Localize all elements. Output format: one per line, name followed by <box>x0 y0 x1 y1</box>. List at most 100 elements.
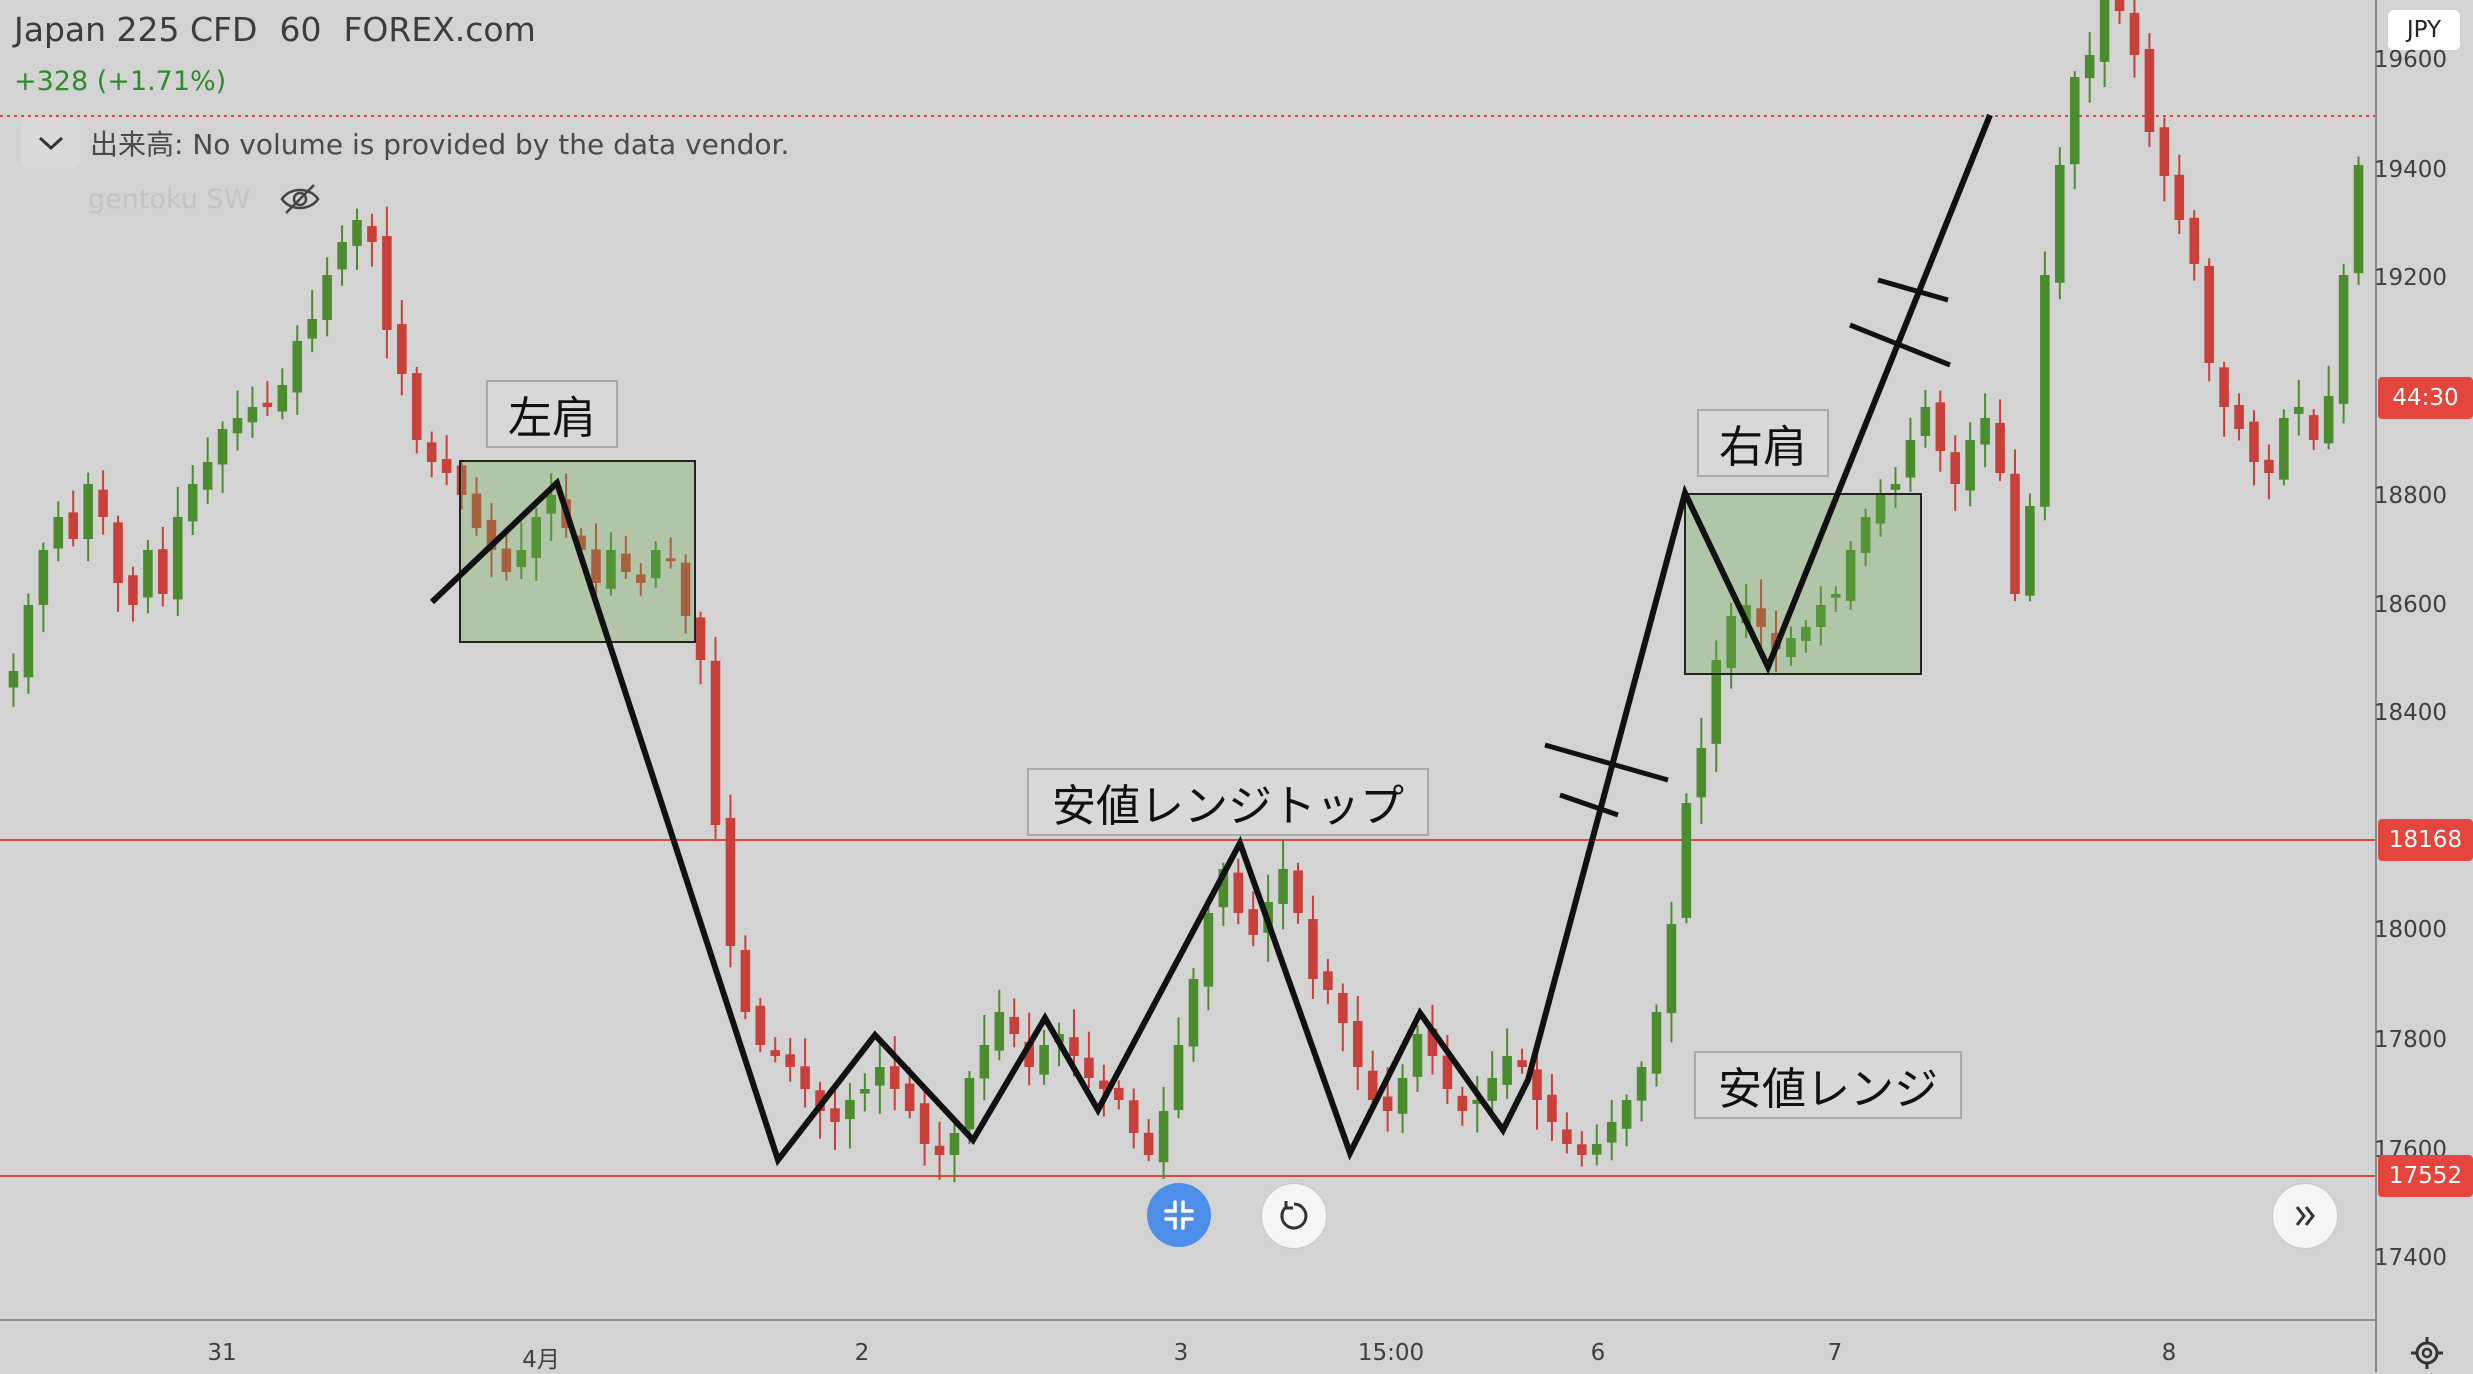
candle-up <box>2069 77 2080 165</box>
candle-up <box>1801 627 1811 641</box>
candle-up <box>1487 1078 1497 1101</box>
y-tick: 19400 <box>2373 157 2447 183</box>
candle-down <box>382 236 392 330</box>
candle-down <box>2219 367 2229 407</box>
candle-down <box>2234 404 2244 429</box>
collapse-legend-button[interactable] <box>22 118 80 168</box>
candle-up <box>964 1078 975 1130</box>
candle-down <box>1352 1021 1363 1067</box>
candle-down <box>1114 1087 1124 1100</box>
candle-down <box>725 817 736 946</box>
candle-up <box>277 385 288 412</box>
candle-up <box>546 495 556 514</box>
right-shoulder-label[interactable]: 右肩 <box>1697 409 1829 477</box>
candle-down <box>1024 1041 1034 1067</box>
volume-message: 出来高: No volume is provided by the data v… <box>90 128 790 161</box>
candle-up <box>292 341 303 393</box>
symbol-header[interactable]: Japan 225 CFD 60 FOREX.com <box>14 10 558 49</box>
left-shoulder-label[interactable]: 左肩 <box>486 380 618 448</box>
candle-up <box>187 484 198 522</box>
candle-down <box>1547 1094 1557 1122</box>
candle-up <box>1905 440 1916 478</box>
candle-down <box>1293 870 1303 913</box>
interval: 60 <box>279 10 322 49</box>
candles <box>8 0 2364 1183</box>
candle-down <box>1308 919 1318 979</box>
candle-up <box>1278 869 1288 904</box>
candle-up <box>1218 869 1229 908</box>
settings-button[interactable] <box>2410 1336 2444 1370</box>
y-tick: 19600 <box>2373 47 2447 73</box>
candle-down <box>2189 217 2200 264</box>
candle-up <box>949 1133 960 1155</box>
candle-down <box>591 549 601 583</box>
y-tick: 18800 <box>2373 483 2447 509</box>
scroll-to-realtime-button[interactable] <box>2272 1183 2338 1249</box>
candle-up <box>1726 616 1736 668</box>
candle-up <box>1158 1111 1169 1163</box>
candle-up <box>217 429 228 465</box>
candle-down <box>486 519 497 550</box>
candle-down <box>1562 1129 1572 1144</box>
candle-up <box>1875 495 1886 524</box>
candle-up <box>1502 1056 1512 1085</box>
candle-down <box>1099 1080 1109 1089</box>
candle-down <box>1517 1060 1527 1067</box>
candle-up <box>2338 275 2349 404</box>
range-top-label[interactable]: 安値レンジトップ <box>1027 768 1429 836</box>
candle-down <box>1128 1100 1139 1133</box>
reset-chart-button[interactable] <box>1261 1183 1327 1249</box>
y-tick: 18000 <box>2373 917 2447 943</box>
candle-up <box>1636 1067 1647 1101</box>
candle-up <box>875 1067 885 1086</box>
y-tick: 18600 <box>2373 592 2447 618</box>
candle-down <box>815 1090 825 1111</box>
y-tick: 17800 <box>2373 1027 2447 1053</box>
candle-up <box>1606 1122 1617 1143</box>
candle-down <box>128 575 138 605</box>
y-tick: 17400 <box>2373 1245 2447 1271</box>
candle-down <box>740 949 751 1012</box>
candle-down <box>2144 48 2155 133</box>
candle-up <box>1980 418 1990 445</box>
candle-down <box>680 562 691 616</box>
candle-up <box>2294 407 2304 414</box>
fullscreen-exit-button[interactable] <box>1147 1183 1211 1247</box>
candle-down <box>367 226 377 242</box>
candle-up <box>2323 396 2334 444</box>
candle-up <box>2084 55 2095 79</box>
candle-up <box>1666 924 1677 1014</box>
candle-up <box>1845 550 1856 601</box>
currency-button[interactable]: JPY <box>2388 10 2460 50</box>
candle-down <box>800 1066 810 1089</box>
candle-down <box>1069 1037 1079 1056</box>
hidden-eye-icon[interactable] <box>278 182 322 216</box>
candle-up <box>2040 275 2050 507</box>
candle-down <box>830 1108 840 1122</box>
candle-up <box>1621 1100 1632 1129</box>
candle-down <box>1577 1144 1587 1155</box>
candle-up <box>1681 803 1692 918</box>
double-chevron-right-icon <box>2295 1206 2315 1226</box>
x-tick: 4月 <box>522 1347 560 1373</box>
candle-up <box>352 220 362 246</box>
candle-down <box>770 1050 781 1056</box>
candle-down <box>576 535 586 550</box>
candle-down <box>621 553 631 572</box>
candle-up <box>1203 913 1214 987</box>
range-label[interactable]: 安値レンジ <box>1694 1051 1962 1119</box>
candle-down <box>710 660 721 825</box>
collapse-arrows-icon <box>1164 1200 1194 1230</box>
candle-up <box>1890 484 1901 490</box>
candle-up <box>2099 0 2110 62</box>
candle-down <box>1950 452 1961 484</box>
candle-up <box>1651 1012 1662 1074</box>
candle-down <box>2308 415 2319 440</box>
candle-down <box>919 1103 930 1144</box>
indicator-legend[interactable]: gentoku SW <box>88 182 322 216</box>
candle-down <box>2129 12 2140 56</box>
candle-up <box>143 550 153 598</box>
x-tick: 6 <box>1590 1340 1606 1366</box>
x-tick: 7 <box>1827 1340 1843 1366</box>
